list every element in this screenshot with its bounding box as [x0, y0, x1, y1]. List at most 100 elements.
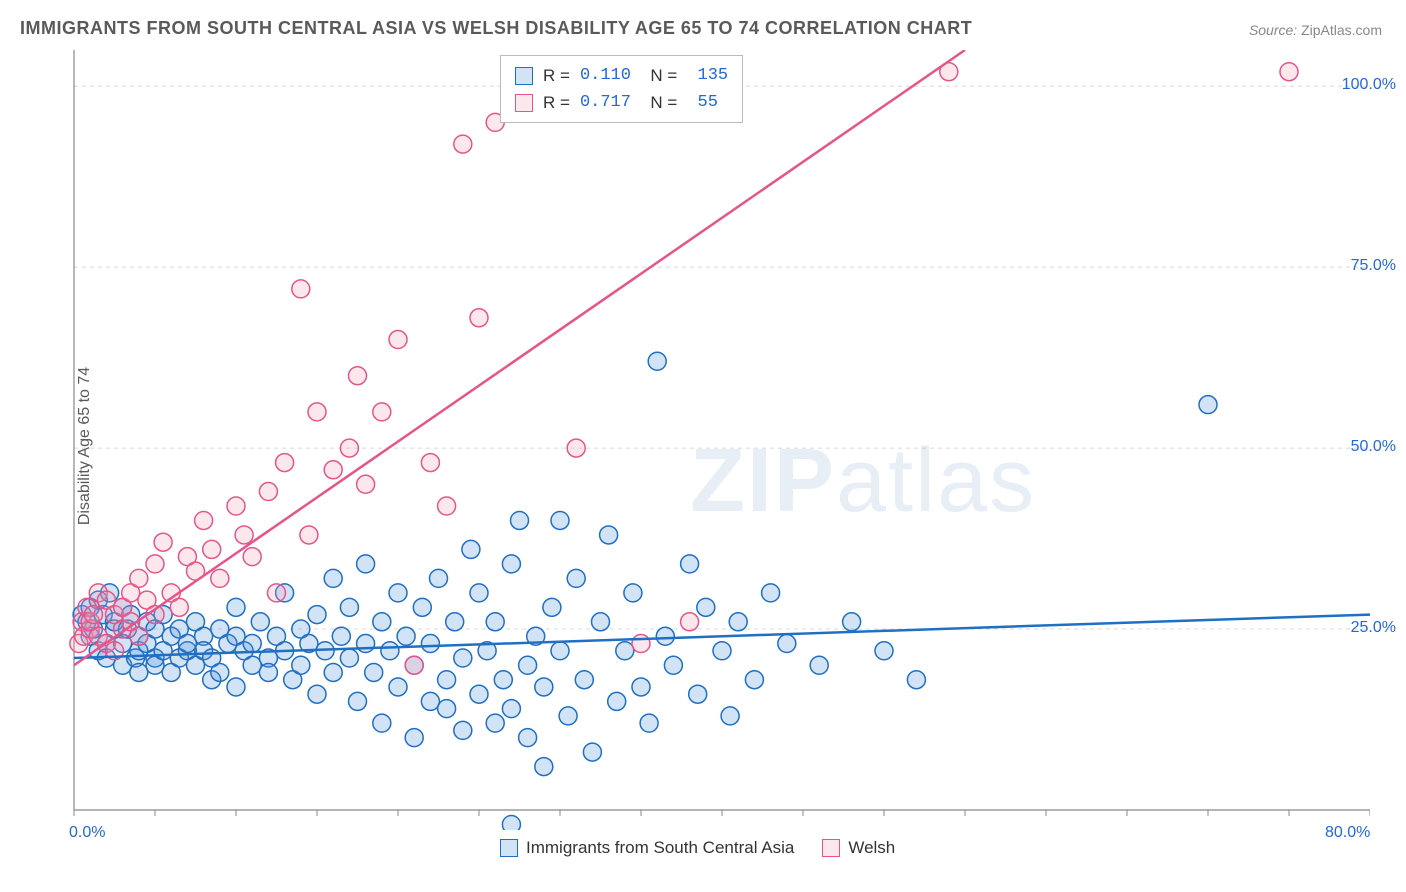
data-point — [405, 656, 423, 674]
data-point — [502, 700, 520, 718]
y-tick-label: 50.0% — [1351, 438, 1396, 456]
data-point — [365, 663, 383, 681]
data-point — [681, 555, 699, 573]
x-tick-label: 80.0% — [1325, 824, 1370, 842]
data-point — [340, 649, 358, 667]
data-point — [235, 526, 253, 544]
legend-swatch — [515, 94, 533, 112]
data-point — [697, 598, 715, 616]
data-point — [762, 584, 780, 602]
data-point — [178, 635, 196, 653]
data-point — [454, 721, 472, 739]
data-point — [632, 635, 650, 653]
chart-title: IMMIGRANTS FROM SOUTH CENTRAL ASIA VS WE… — [20, 18, 972, 39]
data-point — [470, 309, 488, 327]
x-tick-label: 0.0% — [69, 824, 105, 842]
data-point — [843, 613, 861, 631]
data-point — [292, 656, 310, 674]
data-point — [389, 331, 407, 349]
legend-n-label: N = — [641, 62, 677, 89]
data-point — [349, 367, 367, 385]
data-point — [535, 678, 553, 696]
data-point — [656, 627, 674, 645]
data-point — [195, 511, 213, 529]
data-point — [608, 692, 626, 710]
data-point — [519, 656, 537, 674]
data-point — [308, 403, 326, 421]
data-point — [810, 656, 828, 674]
data-point — [405, 729, 423, 747]
legend-n-value: 55 — [687, 89, 718, 116]
data-point — [648, 352, 666, 370]
data-point — [721, 707, 739, 725]
data-point — [251, 613, 269, 631]
data-point — [583, 743, 601, 761]
data-point — [243, 656, 261, 674]
legend-swatch — [822, 839, 840, 857]
data-point — [349, 692, 367, 710]
data-point — [494, 671, 512, 689]
data-point — [502, 555, 520, 573]
legend-r-value: 0.110 — [580, 62, 631, 89]
source-attribution: Source: ZipAtlas.com — [1249, 22, 1382, 38]
data-point — [446, 613, 464, 631]
data-point — [130, 569, 148, 587]
data-point — [373, 613, 391, 631]
data-point — [389, 678, 407, 696]
data-point — [778, 635, 796, 653]
plot-area: ZIPatlas — [50, 50, 1370, 830]
data-point — [308, 685, 326, 703]
scatter-chart — [50, 50, 1370, 830]
data-point — [227, 678, 245, 696]
data-point — [616, 642, 634, 660]
data-point — [243, 548, 261, 566]
data-point — [259, 483, 277, 501]
data-point — [227, 497, 245, 515]
legend-r-value: 0.717 — [580, 89, 631, 116]
series-legend-item: Immigrants from South Central Asia — [500, 838, 794, 858]
legend-r-label: R = — [543, 89, 570, 116]
data-point — [211, 663, 229, 681]
data-point — [640, 714, 658, 732]
y-tick-label: 100.0% — [1342, 76, 1396, 94]
legend-swatch — [500, 839, 518, 857]
data-point — [689, 685, 707, 703]
data-point — [203, 540, 221, 558]
data-point — [486, 714, 504, 732]
data-point — [1199, 396, 1217, 414]
data-point — [421, 635, 439, 653]
data-point — [470, 584, 488, 602]
data-point — [511, 511, 529, 529]
source-value: ZipAtlas.com — [1301, 22, 1382, 38]
data-point — [592, 613, 610, 631]
data-point — [454, 649, 472, 667]
data-point — [421, 454, 439, 472]
data-point — [486, 613, 504, 631]
data-point — [324, 663, 342, 681]
legend-n-value: 135 — [687, 62, 728, 89]
data-point — [243, 635, 261, 653]
data-point — [259, 663, 277, 681]
data-point — [413, 598, 431, 616]
data-point — [907, 671, 925, 689]
data-point — [470, 685, 488, 703]
data-point — [292, 280, 310, 298]
data-point — [875, 642, 893, 660]
data-point — [373, 403, 391, 421]
data-point — [535, 758, 553, 776]
data-point — [575, 671, 593, 689]
data-point — [340, 598, 358, 616]
data-point — [357, 635, 375, 653]
data-point — [567, 439, 585, 457]
legend-swatch — [515, 67, 533, 85]
data-point — [84, 606, 102, 624]
data-point — [624, 584, 642, 602]
legend-r-label: R = — [543, 62, 570, 89]
data-point — [438, 497, 456, 515]
data-point — [681, 613, 699, 631]
data-point — [211, 569, 229, 587]
data-point — [373, 714, 391, 732]
data-point — [357, 555, 375, 573]
data-point — [154, 533, 172, 551]
data-point — [664, 656, 682, 674]
